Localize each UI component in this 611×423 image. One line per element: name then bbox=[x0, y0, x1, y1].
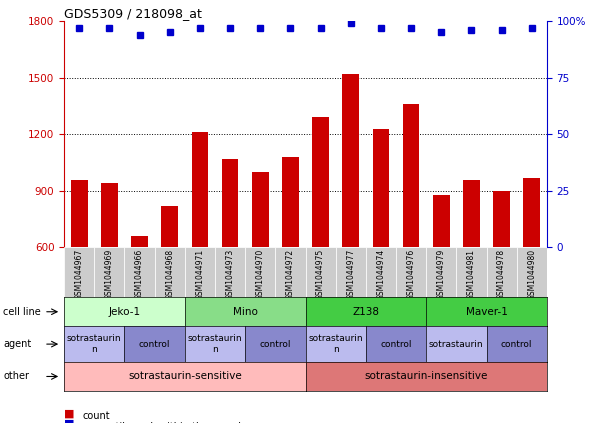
Text: GSM1044967: GSM1044967 bbox=[75, 249, 84, 300]
FancyBboxPatch shape bbox=[64, 247, 94, 297]
Bar bbox=[373, 129, 389, 247]
Text: count: count bbox=[82, 411, 110, 421]
Text: GSM1044981: GSM1044981 bbox=[467, 249, 476, 300]
FancyBboxPatch shape bbox=[486, 247, 517, 297]
Text: ■: ■ bbox=[64, 408, 75, 418]
Bar bbox=[161, 206, 178, 247]
Bar bbox=[403, 104, 419, 247]
Text: percentile rank within the sample: percentile rank within the sample bbox=[82, 422, 247, 423]
Text: Maver-1: Maver-1 bbox=[466, 307, 508, 317]
Text: GSM1044973: GSM1044973 bbox=[225, 249, 235, 300]
FancyBboxPatch shape bbox=[155, 247, 185, 297]
Bar bbox=[222, 159, 238, 247]
Bar bbox=[101, 183, 118, 247]
FancyBboxPatch shape bbox=[276, 247, 306, 297]
Text: sotrastaurin: sotrastaurin bbox=[429, 340, 484, 349]
Text: GSM1044980: GSM1044980 bbox=[527, 249, 536, 300]
Text: Z138: Z138 bbox=[353, 307, 379, 317]
FancyBboxPatch shape bbox=[215, 247, 245, 297]
Text: sotrastaurin-insensitive: sotrastaurin-insensitive bbox=[365, 371, 488, 382]
FancyBboxPatch shape bbox=[335, 247, 366, 297]
Bar bbox=[524, 178, 540, 247]
Text: GSM1044969: GSM1044969 bbox=[105, 249, 114, 300]
Text: sotrastaurin
n: sotrastaurin n bbox=[188, 335, 243, 354]
FancyBboxPatch shape bbox=[456, 247, 486, 297]
Text: Jeko-1: Jeko-1 bbox=[108, 307, 141, 317]
Text: GSM1044971: GSM1044971 bbox=[196, 249, 205, 300]
Text: Mino: Mino bbox=[233, 307, 258, 317]
Text: GSM1044970: GSM1044970 bbox=[256, 249, 265, 300]
Bar bbox=[342, 74, 359, 247]
FancyBboxPatch shape bbox=[94, 247, 125, 297]
FancyBboxPatch shape bbox=[306, 247, 335, 297]
Text: GSM1044976: GSM1044976 bbox=[406, 249, 415, 300]
FancyBboxPatch shape bbox=[245, 247, 276, 297]
Text: GSM1044972: GSM1044972 bbox=[286, 249, 295, 300]
Text: sotrastaurin
n: sotrastaurin n bbox=[309, 335, 363, 354]
Text: control: control bbox=[380, 340, 412, 349]
FancyBboxPatch shape bbox=[396, 247, 426, 297]
Text: GSM1044974: GSM1044974 bbox=[376, 249, 386, 300]
Bar bbox=[252, 172, 269, 247]
Text: GSM1044979: GSM1044979 bbox=[437, 249, 446, 300]
Text: control: control bbox=[260, 340, 291, 349]
FancyBboxPatch shape bbox=[185, 247, 215, 297]
Bar bbox=[131, 236, 148, 247]
Bar bbox=[192, 132, 208, 247]
Text: GSM1044978: GSM1044978 bbox=[497, 249, 506, 300]
Text: GDS5309 / 218098_at: GDS5309 / 218098_at bbox=[64, 7, 202, 20]
Bar bbox=[463, 180, 480, 247]
Bar bbox=[71, 180, 87, 247]
Text: sotrastaurin-sensitive: sotrastaurin-sensitive bbox=[128, 371, 242, 382]
Text: cell line: cell line bbox=[3, 307, 41, 317]
Text: sotrastaurin
n: sotrastaurin n bbox=[67, 335, 122, 354]
Text: ■: ■ bbox=[64, 419, 75, 423]
FancyBboxPatch shape bbox=[366, 247, 396, 297]
Text: other: other bbox=[3, 371, 29, 382]
Bar bbox=[493, 191, 510, 247]
Bar bbox=[282, 157, 299, 247]
FancyBboxPatch shape bbox=[426, 247, 456, 297]
Text: GSM1044968: GSM1044968 bbox=[165, 249, 174, 300]
Text: GSM1044977: GSM1044977 bbox=[346, 249, 355, 300]
Text: GSM1044975: GSM1044975 bbox=[316, 249, 325, 300]
Text: agent: agent bbox=[3, 339, 31, 349]
FancyBboxPatch shape bbox=[517, 247, 547, 297]
FancyBboxPatch shape bbox=[125, 247, 155, 297]
Text: control: control bbox=[139, 340, 170, 349]
Bar bbox=[433, 195, 450, 247]
Text: GSM1044966: GSM1044966 bbox=[135, 249, 144, 300]
Bar bbox=[312, 117, 329, 247]
Text: control: control bbox=[501, 340, 532, 349]
